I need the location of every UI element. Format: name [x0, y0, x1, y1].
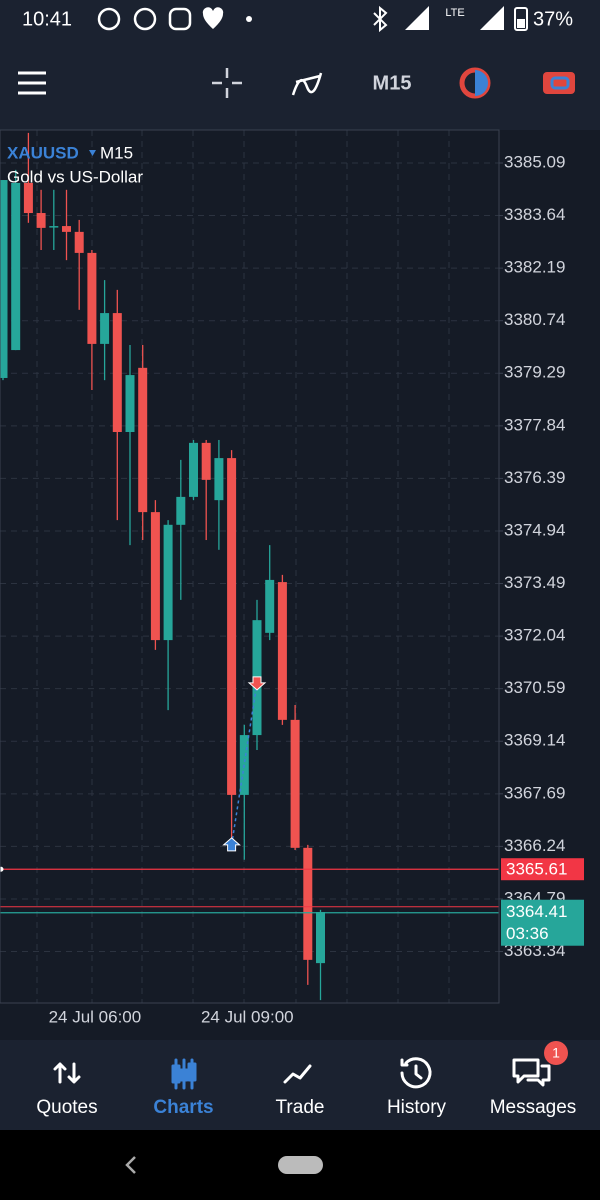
candle-body — [138, 367, 148, 513]
y-tick-label: 3383.64 — [504, 205, 565, 224]
buy-arrow — [222, 837, 241, 852]
nav-icon — [171, 1058, 197, 1090]
nav-icon — [400, 1057, 432, 1089]
x-tick-label: 24 Jul 06:00 — [49, 1007, 142, 1026]
candle-body — [189, 442, 198, 497]
candle-body — [100, 313, 110, 344]
y-tick-label: 3385.09 — [504, 152, 565, 171]
chart-timeframe: M15 — [100, 143, 133, 162]
status-network: LTE — [445, 7, 464, 19]
y-tick-label: 3363.34 — [504, 941, 565, 960]
nav-tab[interactable]: Messages — [490, 1058, 577, 1118]
status-bluetooth — [373, 5, 388, 33]
candle-body — [23, 182, 33, 214]
chart-frame — [0, 129, 500, 1004]
candle-body — [290, 719, 300, 848]
nav-icon — [283, 1064, 312, 1084]
candle-body — [0, 180, 8, 378]
y-tick-label: 3367.69 — [504, 783, 565, 802]
status-dot — [246, 16, 252, 22]
candle-body — [150, 512, 160, 641]
candle-body — [277, 582, 287, 720]
candle-body — [49, 226, 59, 228]
nav-icon — [53, 1062, 81, 1084]
objects-icon-inner — [550, 76, 570, 90]
objects-button[interactable] — [543, 72, 575, 94]
y-tick-label: 3366.24 — [504, 836, 565, 855]
indicators-button[interactable] — [291, 72, 323, 96]
y-tick-label: 3380.74 — [504, 310, 565, 329]
ask-line-dot — [0, 866, 4, 872]
status-battery-text: 37% — [533, 8, 573, 30]
x-tick-label: 24 Jul 09:00 — [201, 1007, 294, 1026]
trade-button[interactable] — [459, 67, 491, 99]
y-tick-label: 3379.29 — [504, 363, 565, 382]
candle-body — [303, 847, 313, 960]
y-tick-label: 3373.49 — [504, 573, 565, 592]
bid-countdown: 03:36 — [506, 924, 549, 943]
y-tick-label: 3370.59 — [504, 678, 565, 697]
candle-body — [36, 213, 46, 228]
y-tick-label: 3372.04 — [504, 626, 565, 645]
nav-tab[interactable]: Trade — [276, 1064, 325, 1118]
candle-body — [112, 313, 122, 432]
bid-tag — [501, 899, 584, 946]
chart-bg — [0, 130, 600, 1040]
nav-label: Trade — [276, 1097, 325, 1118]
nav-tab[interactable]: Quotes — [36, 1062, 98, 1118]
candle-body — [62, 226, 71, 232]
ask-tag — [501, 858, 584, 881]
nav-tab[interactable]: Charts — [153, 1058, 214, 1118]
y-tick-label: 3369.14 — [504, 731, 565, 750]
badge-count: 1 — [552, 1045, 560, 1061]
back-button[interactable] — [125, 1156, 136, 1174]
status-time: 10:41 — [22, 8, 72, 30]
ask-price: 3365.61 — [506, 860, 567, 879]
nav-label: History — [387, 1097, 447, 1118]
chart-symbol: XAUUSD — [7, 143, 79, 162]
timeframe-button[interactable]: M15 — [373, 72, 412, 94]
header-bg — [0, 0, 600, 130]
candle-body — [87, 252, 97, 344]
nav-label: Quotes — [36, 1097, 97, 1118]
status-battery-level — [517, 19, 525, 28]
sell-arrow — [247, 676, 267, 691]
nav-label: Charts — [153, 1097, 213, 1118]
candle-body — [176, 496, 186, 525]
candle-body — [163, 524, 173, 641]
candle-body — [11, 182, 21, 351]
bid-price: 3364.41 — [506, 902, 567, 921]
chart-subtitle: Gold vs US-Dollar — [7, 167, 143, 186]
nav-label: Messages — [490, 1097, 577, 1118]
menu-button[interactable] — [18, 71, 46, 95]
status-signal — [405, 6, 429, 30]
status-icons — [97, 7, 192, 31]
home-button[interactable] — [278, 1156, 323, 1174]
bottom-nav: Quotes Charts Trade History Messages 1 — [36, 1041, 576, 1118]
nav-tab[interactable]: History — [387, 1057, 447, 1118]
candle-body — [201, 442, 211, 480]
symbol-dropdown[interactable] — [89, 150, 96, 156]
y-tick-label: 3382.19 — [504, 258, 565, 277]
candle-body — [214, 458, 224, 501]
nav-icon — [512, 1058, 551, 1087]
y-tick-label: 3376.39 — [504, 468, 565, 487]
chart: 3385.09 3383.64 3382.19 3380.74 3379.29 3377.… — [0, 130, 584, 1026]
candle-body — [316, 912, 325, 964]
status-signal-2 — [480, 6, 504, 30]
nav-bg — [0, 1040, 600, 1130]
candle-body — [265, 579, 275, 633]
candle-body — [74, 231, 84, 253]
candle-body — [227, 458, 237, 795]
trade-icon-half — [475, 70, 488, 96]
crosshair-button[interactable] — [212, 68, 242, 98]
y-tick-label: 3377.84 — [504, 415, 565, 434]
candle-body — [125, 375, 135, 432]
status-heart — [202, 7, 224, 29]
objects-icon — [543, 72, 575, 94]
y-tick-label: 3374.94 — [504, 520, 565, 539]
badge — [544, 1041, 568, 1065]
status-battery — [514, 7, 528, 31]
